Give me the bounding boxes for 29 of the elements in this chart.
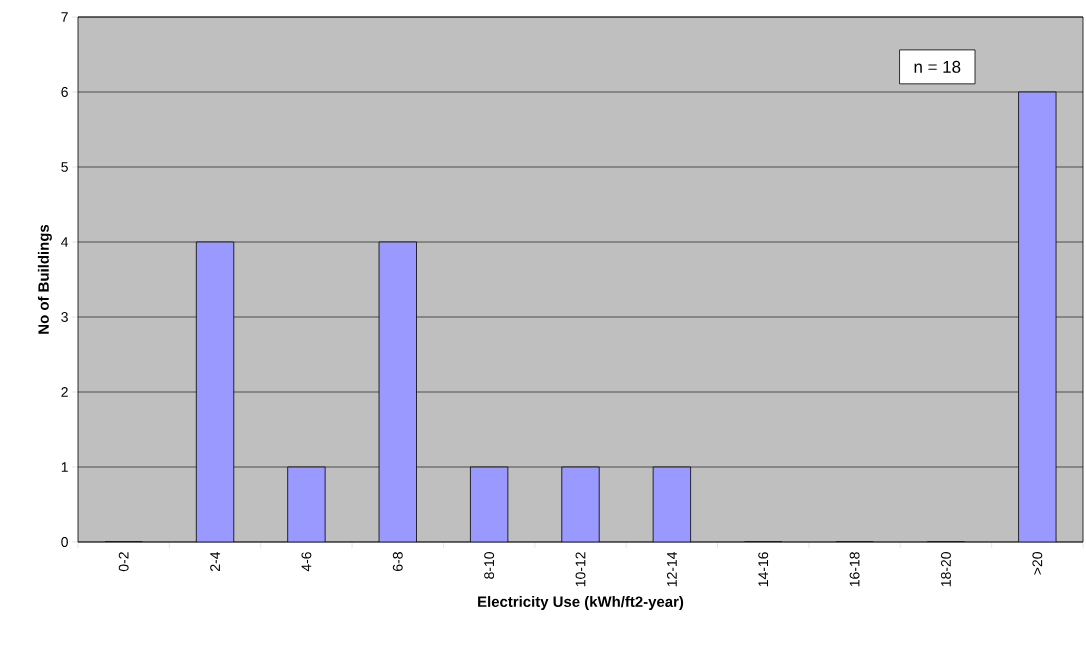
y-tick-label: 0	[61, 537, 68, 547]
y-tick-label: 3	[61, 312, 68, 322]
x-tick-label: 0-2	[118, 552, 129, 572]
x-tick-label: 2-4	[210, 551, 220, 571]
y-tick-label: 1	[61, 462, 68, 472]
x-axis-title: Electricity Use (kWh/ft2-year)	[478, 596, 684, 610]
x-tick-label: 10-12	[575, 552, 586, 587]
y-tick-label: 2	[61, 387, 68, 397]
y-tick-label: 7	[61, 12, 68, 22]
x-tick-label: 6-8	[392, 552, 403, 571]
y-axis-title: No of Buildings	[37, 224, 52, 334]
bar	[652, 466, 691, 542]
x-tick-label: 8-10	[484, 552, 495, 579]
annotation: n = 18	[914, 60, 961, 73]
x-tick-label: 14-16	[758, 552, 769, 587]
x-tick-label: 18-20	[941, 552, 951, 587]
x-tick-label: 4-6	[301, 552, 312, 572]
bar	[561, 466, 600, 542]
x-tick-label: 16-18	[849, 552, 860, 587]
y-tick-label: 4	[61, 237, 69, 247]
y-tick-label: 5	[61, 162, 68, 172]
bar	[378, 241, 417, 542]
bar	[1018, 91, 1057, 542]
bar	[287, 466, 326, 542]
y-tick-label: 6	[61, 87, 68, 97]
x-tick-label: >20	[1032, 552, 1043, 575]
x-tick-label: 12-14	[666, 551, 677, 587]
bar	[470, 466, 509, 542]
bar	[195, 241, 235, 542]
